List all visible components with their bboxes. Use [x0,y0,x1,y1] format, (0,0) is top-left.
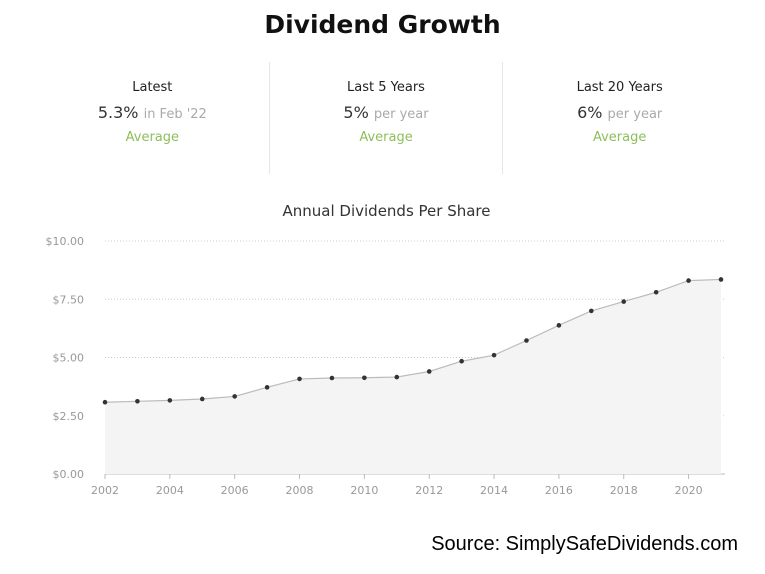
y-tick-label: $7.50 [53,293,85,306]
stat-suffix: per year [373,107,429,122]
stat-average-link[interactable]: Average [125,130,180,145]
page-title: Dividend Growth [264,10,501,39]
data-point [394,374,400,380]
data-point [426,369,432,374]
data-point [556,323,562,328]
x-tick-label: 2012 [415,484,443,497]
data-point [102,399,108,405]
data-point [264,385,270,390]
data-point [686,278,691,283]
data-point [459,358,464,364]
y-tick-label: $0.00 [53,468,85,481]
stat-latest: Latest 5.3% in Feb '22 Average [36,62,270,174]
stat-label: Latest [132,80,173,95]
y-tick-label: $10.00 [46,235,85,248]
x-tick-label: 2004 [156,484,184,497]
data-point [621,299,627,304]
data-point [232,394,237,399]
stat-average-link[interactable]: Average [359,130,413,145]
data-point [718,277,724,282]
stat-label: Last 5 Years [347,80,425,95]
source-credit: Source: SimplySafeDividends.com [431,533,738,555]
data-point [362,375,367,381]
stat-average-link[interactable]: Average [592,130,647,145]
x-tick-label: 2006 [221,484,249,497]
series-line [104,278,722,403]
stat-suffix: in Feb '22 [143,107,207,122]
data-point [329,375,335,381]
y-tick-label: $5.00 [53,352,85,365]
stats-panel: Latest 5.3% in Feb '22 Average Last 5 Ye… [36,62,736,174]
stat-value-row: 5% per year [270,103,503,122]
stat-label: Last 20 Years [576,80,663,95]
data-point [653,289,659,295]
data-point [199,396,205,402]
y-tick-label: $2.50 [53,410,85,423]
stat-value: 6% [577,103,603,122]
stat-suffix: per year [607,107,663,122]
stat-value: 5.3% [97,103,139,122]
stat-last-20-years: Last 20 Years 6% per year Average [503,62,736,174]
x-tick-label: 2010 [350,484,378,497]
data-point [589,308,594,314]
x-tick-label: 2002 [91,484,119,497]
stat-value: 5% [343,103,369,122]
x-tick-label: 2008 [286,484,314,497]
data-point [167,398,173,403]
x-tick-label: 2016 [545,484,573,497]
area-fill [105,279,721,474]
data-point [297,376,302,382]
data-point [491,352,497,358]
chart-title: Annual Dividends Per Share [282,202,491,220]
x-tick-label: 2014 [480,484,508,497]
stat-value-row: 6% per year [503,103,736,122]
stat-last-5-years: Last 5 Years 5% per year Average [270,62,504,174]
x-tick-label: 2020 [675,484,703,497]
stat-value-row: 5.3% in Feb '22 [36,103,269,122]
data-point [135,399,140,404]
x-tick-label: 2018 [610,484,638,497]
data-point [524,338,529,343]
